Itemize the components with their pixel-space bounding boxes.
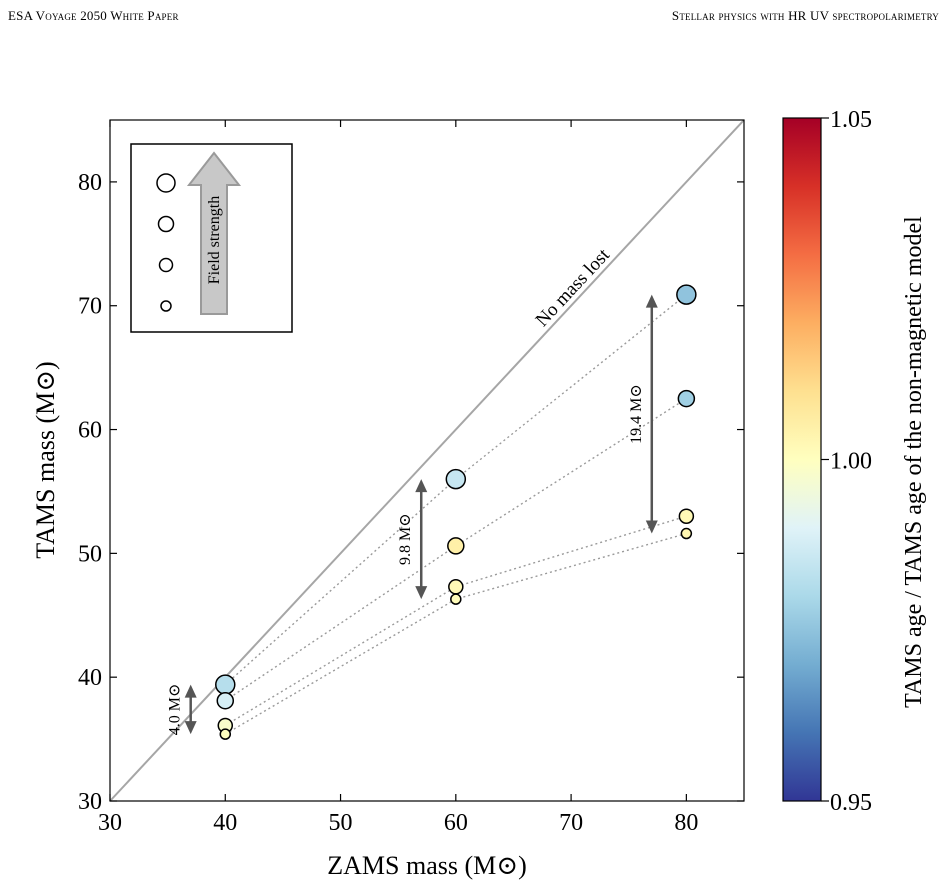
data-point-0 xyxy=(215,674,236,695)
connector-rank-4 xyxy=(224,294,687,686)
annotation-2: 19.4 M⊙ xyxy=(628,294,658,534)
x-tick-label-3: 60 xyxy=(444,810,468,836)
plot-frame xyxy=(109,119,745,802)
colorbar-ticks: 0.95 1.00 1.05 xyxy=(821,107,872,816)
data-point-3 xyxy=(219,728,232,740)
data-points xyxy=(215,284,697,740)
annotation-label-2: 19.4 M⊙ xyxy=(628,384,645,444)
y-tick-label-1: 40 xyxy=(78,665,102,691)
annotation-head-up-1 xyxy=(415,479,428,493)
colorbar: 0.95 1.00 1.05 TAMS age / TAMS age of the … xyxy=(782,107,927,816)
field-strength-legend: Field strength xyxy=(130,143,293,333)
annotation-head-down-2 xyxy=(645,520,658,534)
data-point-10 xyxy=(678,508,695,524)
data-point-8 xyxy=(676,284,697,305)
data-point-9 xyxy=(677,389,696,408)
x-tick-label-0: 30 xyxy=(98,810,122,836)
colorbar-gradient xyxy=(782,117,822,802)
connector-rank-1 xyxy=(224,532,687,735)
y-axis-label: TAMS mass (M⊙) xyxy=(31,361,60,558)
annotation-1: 9.8 M⊙ xyxy=(397,479,428,600)
y-tick-label-4: 70 xyxy=(78,294,102,320)
x-tick-label-5: 80 xyxy=(674,810,698,836)
annotation-label-0: 4.0 M⊙ xyxy=(167,684,184,736)
annotation-head-down-1 xyxy=(415,586,428,600)
data-point-1 xyxy=(216,691,235,710)
y-tick-label-5: 80 xyxy=(78,170,102,196)
page-header-right: Stellar physics with HR UV spectropolari… xyxy=(672,8,939,24)
mass-loss-annotations: 4.0 M⊙ 9.8 M⊙ 19.4 M⊙ xyxy=(167,294,658,736)
colorbar-label: TAMS age / TAMS age of the non-magnetic … xyxy=(901,216,927,708)
field-strength-arrow xyxy=(186,151,242,315)
data-point-11 xyxy=(680,527,693,540)
legend-marker-medium xyxy=(158,257,174,273)
data-point-5 xyxy=(447,537,465,555)
annotation-0: 4.0 M⊙ xyxy=(167,684,197,736)
annotation-head-up-0 xyxy=(184,684,197,698)
identity-line-label: No mass lost xyxy=(532,244,615,331)
legend-marker-large xyxy=(157,215,175,233)
x-tick-label-2: 50 xyxy=(329,810,353,836)
legend-marker-largest xyxy=(156,173,176,193)
axis-ticks: 30 40 50 60 70 80 30 40 50 60 70 80 xyxy=(78,120,744,836)
x-axis-label: ZAMS mass (M⊙) xyxy=(327,851,526,880)
colorbar-tick-label-0: 0.95 xyxy=(830,790,872,816)
annotation-head-up-2 xyxy=(645,294,658,308)
colorbar-tick-label-2: 1.05 xyxy=(830,107,872,133)
legend-label: Field strength xyxy=(206,196,223,284)
y-tick-label-0: 30 xyxy=(78,789,102,815)
x-tick-label-1: 40 xyxy=(213,810,237,836)
x-tick-label-4: 70 xyxy=(559,810,583,836)
data-point-7 xyxy=(450,593,462,605)
y-tick-label-3: 60 xyxy=(78,418,102,444)
header-title: ESA Voyage 2050 White Paper xyxy=(8,8,179,23)
annotation-label-1: 9.8 M⊙ xyxy=(397,513,414,565)
colorbar-tick-label-1: 1.00 xyxy=(830,449,872,475)
y-tick-label-2: 50 xyxy=(78,541,102,567)
connector-rank-3 xyxy=(224,398,687,702)
legend-marker-small xyxy=(160,300,172,312)
page-header-left: ESA Voyage 2050 White Paper xyxy=(8,8,179,24)
data-point-4 xyxy=(445,468,467,490)
annotation-head-down-0 xyxy=(184,721,197,735)
data-point-6 xyxy=(448,579,464,595)
header-section: Stellar physics with HR UV spectropolari… xyxy=(671,8,939,23)
